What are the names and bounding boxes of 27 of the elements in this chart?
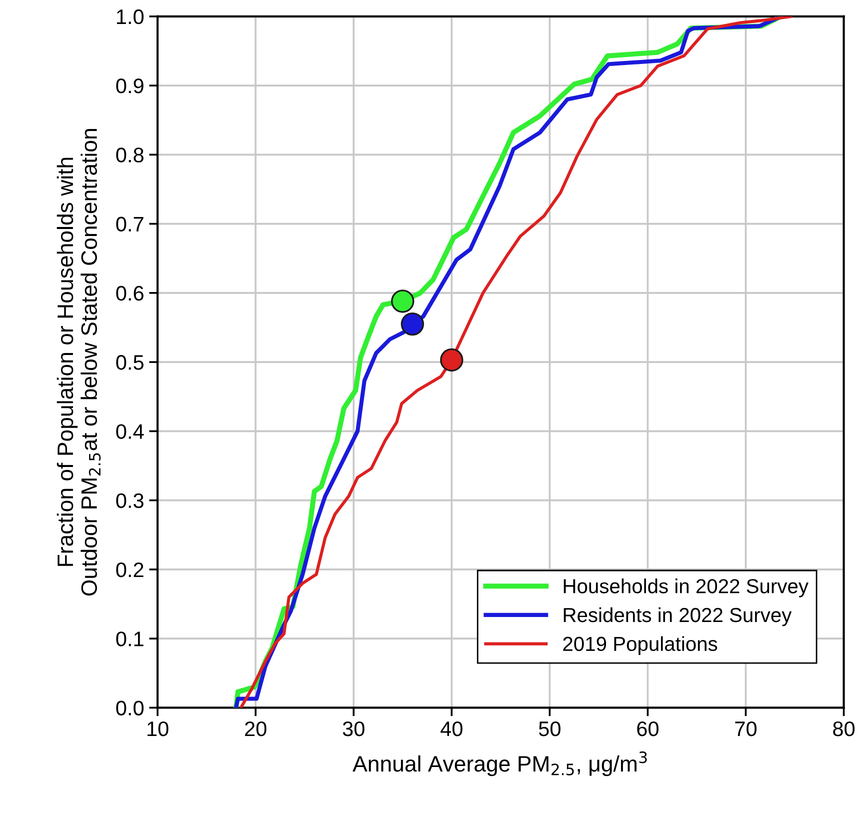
y-tick-label: 0.4 <box>116 424 144 439</box>
y-tick-label: 0.2 <box>116 562 144 578</box>
y-tick-label: 0.9 <box>116 78 144 94</box>
legend-label: Residents in 2022 Survey <box>564 607 792 626</box>
x-tick-label: 40 <box>440 721 462 736</box>
y-tick-label: 0.3 <box>116 493 144 508</box>
y-tick-label: 0.7 <box>116 216 144 232</box>
legend-label: 2019 Populations <box>563 636 718 656</box>
legend-label: Households in 2022 Survey <box>564 578 808 598</box>
y-tick-label: 0.5 <box>116 355 144 370</box>
point <box>440 348 464 372</box>
point <box>400 312 424 336</box>
x-tick-label: 20 <box>245 721 266 736</box>
y-tick-label: 1.0 <box>117 9 144 24</box>
y-tick-label: 0.8 <box>116 148 144 162</box>
y-tick-label: 0.1 <box>116 632 144 646</box>
x-tick-label: 50 <box>538 721 560 736</box>
x-tick-label: 10 <box>148 721 168 736</box>
x-tick-label: 80 <box>833 721 855 736</box>
point <box>391 290 414 313</box>
x-axis-title: Annual Average PM$_{2.5}$, μg/m$^{3}$ <box>352 751 647 776</box>
y-axis-title: Fraction of Population or Households with Outdoor PM$_{2.5}$at or below Stated Concentration <box>56 129 101 596</box>
x-tick-label: 70 <box>735 721 757 736</box>
y-tick-label: 0.6 <box>116 286 144 301</box>
x-tick-label: 30 <box>342 721 364 736</box>
x-tick-label: 60 <box>637 721 658 736</box>
y-tick-label: 0.0 <box>116 700 144 716</box>
